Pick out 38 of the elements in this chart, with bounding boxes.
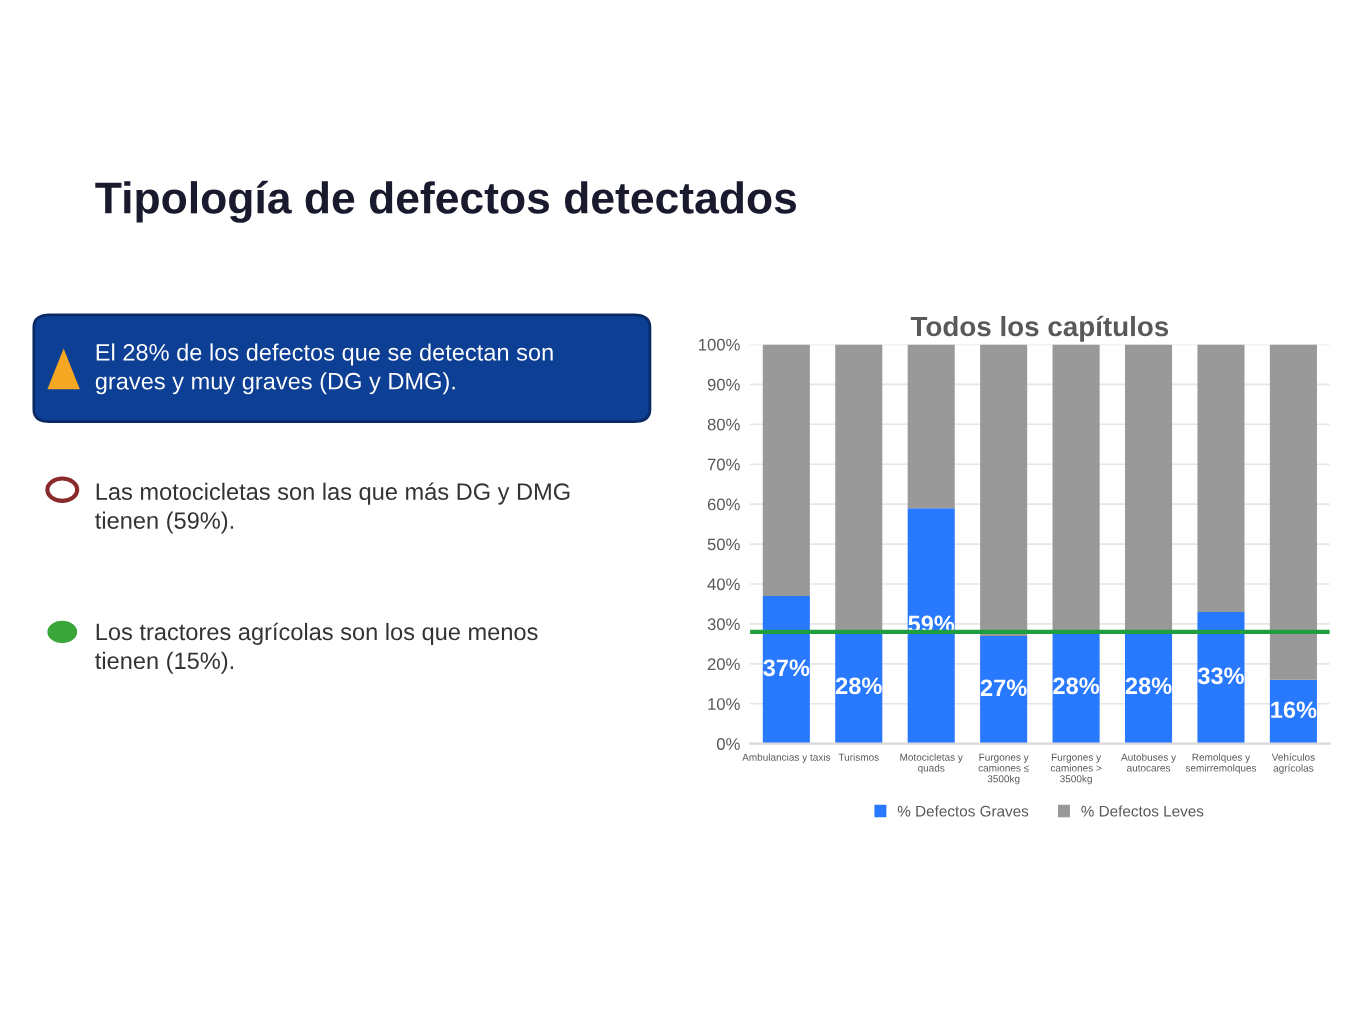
data-label: 27% xyxy=(980,679,1027,697)
text: El 28% de los defectos que se detectan son graves y muy graves (DG y DMG). xyxy=(95,343,553,395)
y-tick-label: 10% xyxy=(708,698,740,710)
data-label: 16% xyxy=(1271,701,1317,719)
y-tick-label: 50% xyxy=(707,538,740,551)
bar xyxy=(762,595,810,744)
y-tick-label: 60% xyxy=(707,498,740,511)
data-label: 28% xyxy=(835,677,882,695)
bar xyxy=(835,631,883,744)
y-tick-label: 100% xyxy=(699,338,740,351)
text: Las motocicletas son las que más DG y DMG tienen (59%). xyxy=(95,482,570,534)
bar xyxy=(980,635,1028,744)
y-tick-label: 70% xyxy=(707,458,740,471)
bar xyxy=(1052,344,1100,632)
bar xyxy=(907,344,955,509)
y-tick-label: 40% xyxy=(707,578,740,591)
data-label: 28% xyxy=(1125,677,1172,695)
y-tick-label: 80% xyxy=(707,418,740,431)
bar xyxy=(762,344,810,596)
y-tick-label: 90% xyxy=(707,378,740,391)
data-label: 28% xyxy=(1053,677,1100,695)
data-label: 33% xyxy=(1197,667,1244,685)
bar xyxy=(1269,344,1317,680)
bar xyxy=(1124,631,1173,744)
bar xyxy=(980,344,1028,636)
data-label: 37% xyxy=(763,659,810,677)
chart-title: Tipología de defectos detectados xyxy=(95,180,796,223)
bar xyxy=(1124,344,1173,632)
chart-subtitle: Todos los capítulos xyxy=(910,315,1169,342)
bar xyxy=(1197,611,1245,744)
y-tick-label: 0% xyxy=(716,738,740,750)
bar xyxy=(907,508,955,744)
y-tick-label: 20% xyxy=(707,658,740,671)
text: Los tractores agrícolas son los que menos tienen (15%). xyxy=(95,622,538,674)
y-tick-label: 30% xyxy=(707,618,740,631)
bar xyxy=(835,344,883,632)
bar xyxy=(1052,631,1100,744)
bar xyxy=(1197,344,1245,612)
